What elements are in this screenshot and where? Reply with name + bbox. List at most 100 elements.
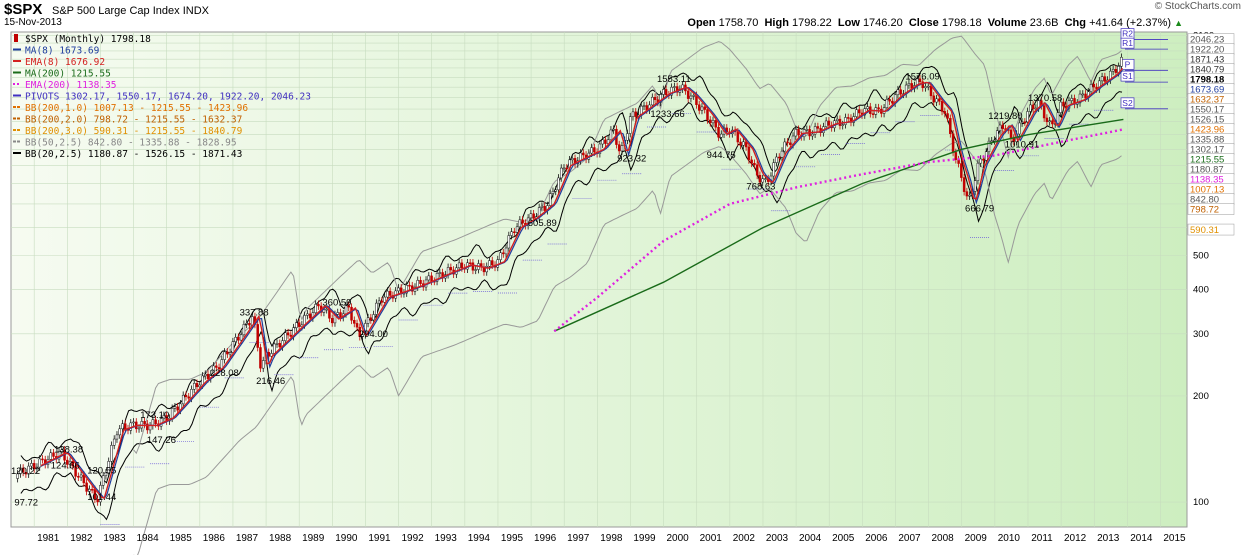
candle-body <box>1114 69 1118 73</box>
price-annotation: 1010.91 <box>1005 140 1039 151</box>
candle-body <box>935 98 938 103</box>
candle-body <box>369 317 373 321</box>
candle-body <box>504 247 508 255</box>
ema8-line <box>40 67 1124 500</box>
ma200-line <box>554 118 1124 332</box>
price-annotation: 124.66 <box>51 460 80 471</box>
candle-body <box>924 86 927 89</box>
candle-body <box>231 341 235 353</box>
candle-body <box>750 159 753 164</box>
candle-body <box>181 394 185 405</box>
candle-body <box>510 231 513 236</box>
candle-body <box>187 396 190 399</box>
price-annotation: 173.10 <box>140 410 169 421</box>
candle-body <box>507 235 511 249</box>
candle-body <box>336 312 339 315</box>
candle-body <box>206 373 210 379</box>
symbol-name: S&P 500 Large Cap Index INDX <box>52 5 209 17</box>
pivot-tag-s2: S2 <box>1122 98 1133 108</box>
candle-body <box>308 313 312 319</box>
legend-entry: MA(200) 1215.55 <box>25 69 111 80</box>
candle-body <box>430 275 433 282</box>
right-value-label: 1871.43 <box>1190 55 1224 66</box>
price-annotation: 666.79 <box>965 203 994 214</box>
pivot-tag-r2: R2 <box>1122 29 1133 39</box>
x-tick-label: 1984 <box>136 533 159 544</box>
x-tick-label: 1983 <box>103 533 126 544</box>
right-value-label: 1215.55 <box>1190 155 1224 166</box>
candle-body <box>755 164 759 176</box>
candle-body <box>777 156 781 159</box>
candle-body <box>1084 93 1087 99</box>
candle-body <box>245 322 248 325</box>
candle-body <box>888 99 891 102</box>
candle-body <box>609 129 613 141</box>
candle-body <box>154 419 157 425</box>
right-value-label: 1550.17 <box>1190 105 1224 116</box>
candle-body <box>761 178 764 183</box>
pivot-tag-box <box>1120 37 1135 49</box>
candle-body <box>388 290 392 296</box>
x-tick-label: 1986 <box>203 533 226 544</box>
candle-body <box>670 86 673 96</box>
candle-body <box>642 105 646 107</box>
candle-body <box>753 163 756 166</box>
candle-body <box>1059 101 1062 113</box>
candle-body <box>1048 120 1051 123</box>
candle-body <box>330 318 334 324</box>
candle-body <box>529 213 533 219</box>
price-annotation: 605.89 <box>528 218 557 229</box>
right-value-label: 1335.88 <box>1190 135 1224 146</box>
candle-body <box>502 252 505 255</box>
bb20-lower <box>20 91 1123 521</box>
pivot-tag-box <box>1120 70 1135 82</box>
x-tick-label: 1993 <box>435 533 458 544</box>
annotations: 120.22 97.72 138.38 124.66 120.55 101.44 173.1… <box>11 72 1062 509</box>
x-tick-label: 2005 <box>832 533 855 544</box>
candle-body <box>1092 84 1096 88</box>
price-annotation: 1553.11 <box>657 74 691 85</box>
right-value-labels: 2046.231922.201871.431840.791798.181673.… <box>1187 33 1235 236</box>
right-value-label: 2046.23 <box>1190 35 1224 46</box>
candle-body <box>314 304 317 313</box>
candle-body <box>543 205 546 211</box>
y-tick-label: 100 <box>1193 497 1209 508</box>
candle-body <box>620 145 624 152</box>
x-tick-label: 2012 <box>1064 533 1087 544</box>
x-tick-label: 1988 <box>269 533 292 544</box>
candle-body <box>1023 121 1027 124</box>
y-tick-label: 300 <box>1193 329 1209 340</box>
ema200-line <box>553 128 1124 333</box>
candle-body <box>286 332 290 336</box>
candle-body <box>932 95 936 103</box>
pivot-tag-s1: S1 <box>1122 71 1133 81</box>
grid-lines <box>11 32 1187 527</box>
right-value-label: 590.31 <box>1190 225 1219 236</box>
price-annotation: 923.32 <box>617 154 646 165</box>
x-tick-label: 2001 <box>700 533 723 544</box>
candle-body <box>88 488 91 492</box>
candle-body <box>226 351 229 355</box>
candle-body <box>79 474 83 478</box>
right-value-label: 1138.35 <box>1190 175 1224 186</box>
candle-body <box>662 89 665 95</box>
candle-body <box>918 78 922 83</box>
right-label-box <box>1187 223 1235 236</box>
candle-body <box>234 336 237 342</box>
symbol-title: $SPX <box>4 1 43 18</box>
candle-body <box>593 147 596 153</box>
candle-body <box>261 360 265 369</box>
candle-body <box>995 130 999 141</box>
candle-body <box>1026 111 1029 123</box>
candle-body <box>554 189 557 192</box>
x-tick-label: 1981 <box>37 533 60 544</box>
candle-body <box>1001 124 1005 129</box>
candle-body <box>562 167 566 170</box>
legend-entry: EMA(200) 1138.35 <box>25 80 117 91</box>
bb50-lower <box>133 140 1122 555</box>
candle-body <box>90 488 94 491</box>
candle-body <box>123 423 127 429</box>
candle-body <box>827 120 831 126</box>
candle-body <box>16 473 19 479</box>
candle-body <box>885 99 889 108</box>
